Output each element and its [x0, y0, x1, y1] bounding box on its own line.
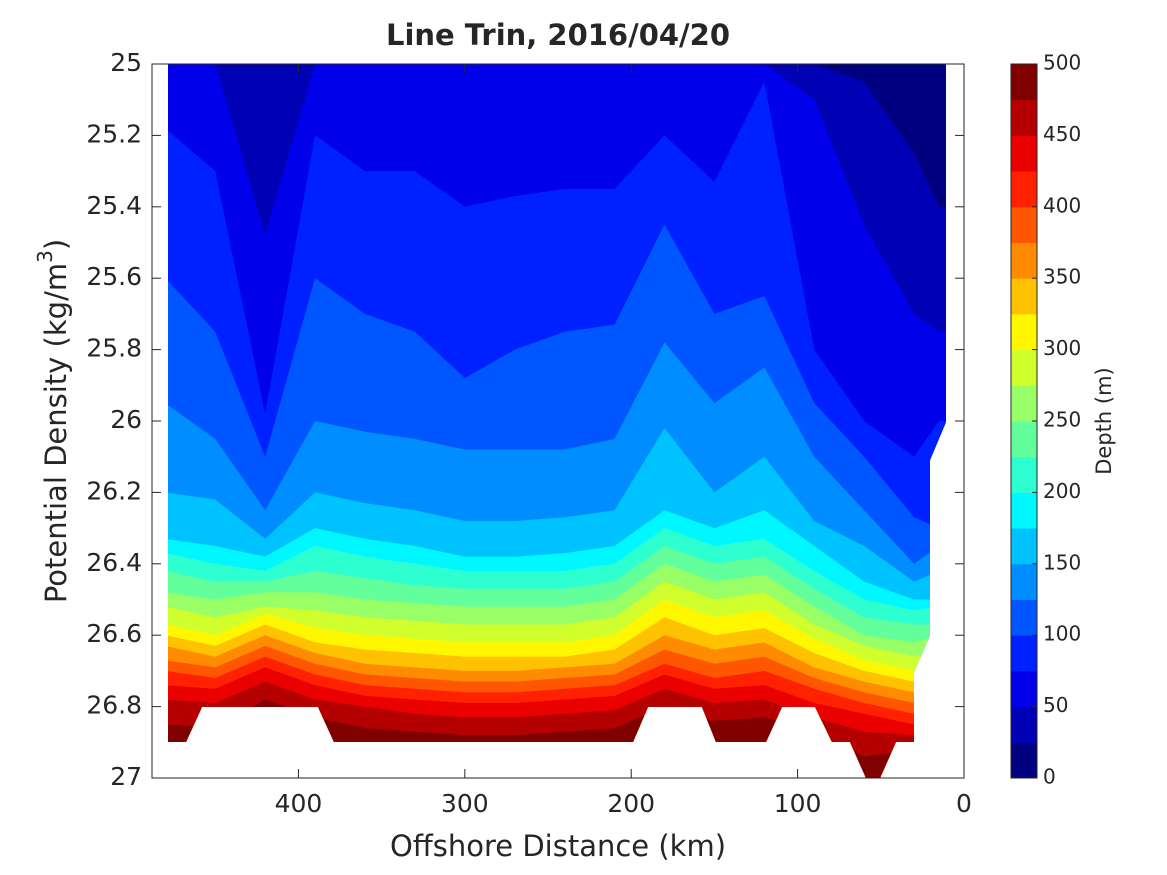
colorbar-swatch: [1011, 278, 1037, 315]
colorbar-swatch: [1011, 242, 1037, 279]
colorbar-tick-label: 300: [1043, 336, 1081, 360]
colorbar-tick-label: 450: [1043, 122, 1081, 146]
colorbar-tick-label: 50: [1043, 693, 1068, 717]
x-tick-label: 300: [441, 789, 489, 818]
colorbar-swatch: [1011, 528, 1037, 565]
colorbar-tick-label: 350: [1043, 265, 1081, 289]
colorbar-tick-label: 150: [1043, 550, 1081, 574]
y-tick-label: 25.4: [86, 191, 142, 220]
y-label-end: ): [39, 239, 73, 250]
colorbar-swatch: [1011, 599, 1037, 636]
colorbar-swatch: [1011, 135, 1037, 172]
y-tick-label: 25.2: [86, 119, 142, 148]
colorbar-swatch: [1011, 670, 1037, 708]
colorbar-swatch: [1011, 421, 1037, 458]
y-tick-label: 26: [110, 405, 142, 434]
x-tick-label: 400: [275, 789, 323, 818]
colorbar-swatch: [1011, 385, 1037, 422]
colorbar-tick-label: 200: [1043, 479, 1081, 503]
colorbar-label: Depth (m): [1092, 367, 1116, 474]
colorbar-tick-label: 400: [1043, 193, 1081, 217]
colorbar-tick-label: 250: [1043, 408, 1081, 432]
x-axis-label: Offshore Distance (km): [390, 829, 726, 863]
y-tick-label: 26.2: [86, 476, 142, 505]
y-tick-label: 25: [110, 48, 142, 77]
y-tick-label: 25.8: [86, 334, 142, 363]
y-tick-label: 26.4: [86, 548, 142, 577]
colorbar-tick-label: 100: [1043, 622, 1081, 646]
y-tick-label: 26.6: [86, 619, 142, 648]
x-tick-label: 100: [774, 789, 822, 818]
colorbar-swatch: [1011, 99, 1037, 136]
x-tick-label: 0: [956, 789, 972, 818]
y-label-main: Potential Density (kg/m: [39, 263, 73, 603]
y-tick-label: 25.6: [86, 262, 142, 291]
colorbar-tick-label: 0: [1043, 765, 1056, 789]
colorbar-swatch: [1011, 206, 1037, 243]
colorbar-swatch: [1011, 171, 1037, 208]
colorbar-swatch: [1011, 313, 1037, 351]
colorbar-swatch: [1011, 563, 1037, 600]
y-tick-label: 26.8: [86, 691, 142, 720]
colorbar-tick-label: 500: [1043, 51, 1081, 75]
colorbar-swatch: [1011, 349, 1037, 386]
chart-title: Line Trin, 2016/04/20: [386, 18, 730, 52]
colorbar-swatch: [1011, 492, 1037, 529]
colorbar-swatch: [1011, 742, 1037, 779]
x-tick-label: 200: [607, 789, 655, 818]
colorbar-swatch: [1011, 64, 1037, 101]
colorbar-swatch: [1011, 635, 1037, 672]
y-tick-label: 27: [110, 762, 142, 791]
colorbar-swatch: [1011, 456, 1037, 493]
y-axis-label: Potential Density (kg/m3): [33, 239, 74, 603]
colorbar-swatch: [1011, 706, 1037, 743]
y-label-sup: 3: [33, 250, 57, 263]
contour-fills: [168, 64, 946, 778]
